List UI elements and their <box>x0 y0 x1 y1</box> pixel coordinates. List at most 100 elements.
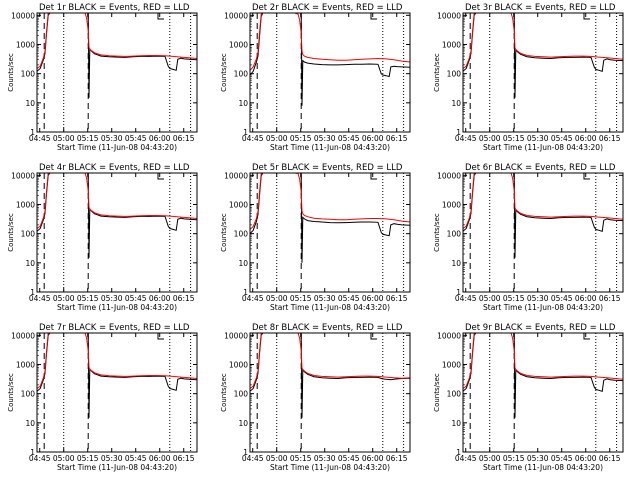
detector-panel-2: Det 2r BLACK = Events, RED = LLD 1 10 100 10… <box>220 3 411 152</box>
ytick-label-6-4: 10000 <box>437 171 461 180</box>
detector-panel-6: Det 6r BLACK = Events, RED = LLD 1 10 100 10… <box>433 163 624 312</box>
ytick-label-1-3: 1000 <box>16 40 35 49</box>
series-lld-2 <box>250 13 410 71</box>
ytick-label-3-4: 10000 <box>437 11 461 20</box>
ytick-label-4-4: 10000 <box>11 171 35 180</box>
xtick-label-3-6: 06:15 <box>599 134 621 143</box>
ytick-label-5-3: 1000 <box>229 200 248 209</box>
panel-title-9: Det 9r BLACK = Events, RED = LLD <box>465 323 616 333</box>
yaxis-label-9: Counts/sec <box>433 373 441 412</box>
xtick-label-1-2: 05:15 <box>77 134 99 143</box>
ytick-label-1-4: 10000 <box>11 11 35 20</box>
series-lld-4 <box>37 173 197 229</box>
xtick-label-5-5: 06:00 <box>362 294 384 303</box>
xtick-label-2-1: 05:00 <box>266 134 288 143</box>
series-events-1 <box>37 13 197 98</box>
detector-panel-3: Det 3r BLACK = Events, RED = LLD 1 10 100 10… <box>433 3 624 152</box>
yaxis-label-7: Counts/sec <box>7 373 15 412</box>
xtick-label-4-3: 05:30 <box>101 294 123 303</box>
xaxis-label-2: Start Time (11-Jun-08 04:43:20) <box>270 143 390 152</box>
xaxis-label-9: Start Time (11-Jun-08 04:43:20) <box>483 463 603 472</box>
series-lld-1 <box>37 13 197 69</box>
xtick-label-6-4: 05:45 <box>551 294 573 303</box>
xtick-label-3-0: 04:45 <box>455 134 477 143</box>
ytick-label-2-3: 1000 <box>229 40 248 49</box>
xtick-label-9-3: 05:30 <box>527 454 549 463</box>
ytick-label-4-0: 1 <box>30 288 35 297</box>
series-events-6 <box>463 173 623 258</box>
xtick-label-9-6: 06:15 <box>599 454 621 463</box>
ytick-label-5-0: 1 <box>243 288 248 297</box>
xtick-label-8-5: 06:00 <box>362 454 384 463</box>
xtick-label-7-2: 05:15 <box>77 454 99 463</box>
series-events-4 <box>37 173 197 258</box>
xtick-label-1-1: 05:00 <box>53 134 75 143</box>
yaxis-label-3: Counts/sec <box>433 53 441 92</box>
ytick-label-6-1: 10 <box>451 259 461 268</box>
series-lld-6 <box>463 173 623 229</box>
series-lld-8 <box>250 333 410 389</box>
ytick-label-5-2: 100 <box>234 230 249 239</box>
xaxis-label-3: Start Time (11-Jun-08 04:43:20) <box>483 143 603 152</box>
ytick-label-8-1: 10 <box>238 419 248 428</box>
ytick-label-5-4: 10000 <box>224 171 248 180</box>
ytick-label-7-2: 100 <box>21 390 36 399</box>
corner-mark-6 <box>583 173 590 180</box>
xtick-label-5-2: 05:15 <box>290 294 312 303</box>
xtick-label-4-4: 05:45 <box>125 294 147 303</box>
ytick-label-5-1: 10 <box>238 259 248 268</box>
xtick-label-9-4: 05:45 <box>551 454 573 463</box>
xtick-label-9-0: 04:45 <box>455 454 477 463</box>
xtick-label-3-2: 05:15 <box>503 134 525 143</box>
ytick-label-4-1: 10 <box>25 259 35 268</box>
series-events-3 <box>463 13 623 98</box>
corner-mark-7 <box>157 333 164 340</box>
plot-frame-2 <box>249 12 411 133</box>
ytick-label-9-2: 100 <box>447 390 462 399</box>
xaxis-label-8: Start Time (11-Jun-08 04:43:20) <box>270 463 390 472</box>
xtick-label-5-0: 04:45 <box>242 294 264 303</box>
detector-panel-4: Det 4r BLACK = Events, RED = LLD 1 10 100 10… <box>7 163 198 312</box>
xaxis-label-7: Start Time (11-Jun-08 04:43:20) <box>57 463 177 472</box>
xtick-label-4-6: 06:15 <box>173 294 195 303</box>
xtick-label-6-6: 06:15 <box>599 294 621 303</box>
series-events-5 <box>250 173 410 263</box>
xtick-label-2-4: 05:45 <box>338 134 360 143</box>
series-lld-7 <box>37 333 197 389</box>
series-lld-9 <box>463 333 623 389</box>
plot-frame-6 <box>462 172 624 293</box>
ytick-label-3-0: 1 <box>456 128 461 137</box>
panel-title-4: Det 4r BLACK = Events, RED = LLD <box>39 163 190 173</box>
xtick-label-9-5: 06:00 <box>575 454 597 463</box>
xtick-label-6-3: 05:30 <box>527 294 549 303</box>
ytick-label-2-0: 1 <box>243 128 248 137</box>
xtick-label-1-6: 06:15 <box>173 134 195 143</box>
xtick-label-9-2: 05:15 <box>503 454 525 463</box>
corner-mark-8 <box>370 333 377 340</box>
yaxis-label-2: Counts/sec <box>220 53 228 92</box>
xaxis-label-5: Start Time (11-Jun-08 04:43:20) <box>270 303 390 312</box>
xtick-label-8-4: 05:45 <box>338 454 360 463</box>
plot-frame-1 <box>36 12 198 133</box>
xtick-label-2-5: 06:00 <box>362 134 384 143</box>
xtick-label-5-3: 05:30 <box>314 294 336 303</box>
plot-frame-8 <box>249 332 411 453</box>
detector-panel-9: Det 9r BLACK = Events, RED = LLD 1 10 100 10… <box>433 323 624 472</box>
ytick-label-9-3: 1000 <box>442 360 461 369</box>
detector-panel-8: Det 8r BLACK = Events, RED = LLD 1 10 100 10… <box>220 323 411 472</box>
xtick-label-7-5: 06:00 <box>149 454 171 463</box>
ytick-label-7-4: 10000 <box>11 331 35 340</box>
xtick-label-4-5: 06:00 <box>149 294 171 303</box>
xtick-label-4-0: 04:45 <box>29 294 51 303</box>
detector-panel-1: Det 1r BLACK = Events, RED = LLD 1 10 100 10… <box>7 3 198 152</box>
ytick-label-2-2: 100 <box>234 70 249 79</box>
ytick-label-6-0: 1 <box>456 288 461 297</box>
xtick-label-2-2: 05:15 <box>290 134 312 143</box>
plot-frame-3 <box>462 12 624 133</box>
ytick-label-8-0: 1 <box>243 448 248 457</box>
xtick-label-8-6: 06:15 <box>386 454 408 463</box>
ytick-label-7-0: 1 <box>30 448 35 457</box>
xtick-label-1-4: 05:45 <box>125 134 147 143</box>
ytick-label-9-1: 10 <box>451 419 461 428</box>
